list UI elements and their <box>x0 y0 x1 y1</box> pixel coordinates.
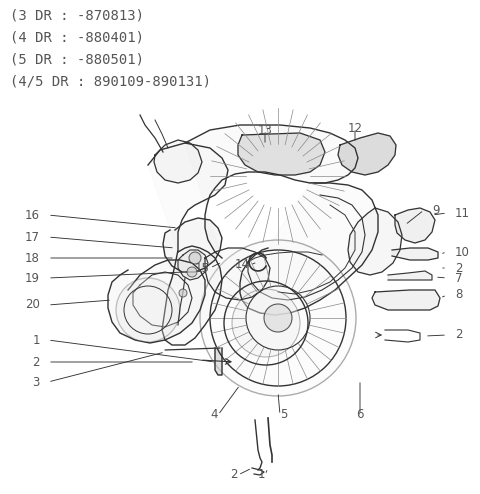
Text: 20: 20 <box>25 298 40 312</box>
Circle shape <box>179 289 187 297</box>
Circle shape <box>187 267 197 277</box>
Polygon shape <box>338 133 396 175</box>
Polygon shape <box>392 248 438 260</box>
Text: 8: 8 <box>455 288 462 301</box>
Polygon shape <box>372 290 440 310</box>
Text: 18: 18 <box>25 251 40 264</box>
Polygon shape <box>185 125 358 258</box>
Polygon shape <box>238 133 325 175</box>
Text: 17: 17 <box>25 231 40 244</box>
Text: (5 DR : -880501): (5 DR : -880501) <box>10 52 144 66</box>
Text: 11: 11 <box>455 206 470 219</box>
Text: 4: 4 <box>211 409 218 421</box>
Text: 10: 10 <box>455 246 470 258</box>
Polygon shape <box>348 208 402 275</box>
Text: 2: 2 <box>33 356 40 369</box>
Text: 3: 3 <box>33 375 40 388</box>
Polygon shape <box>154 140 202 183</box>
Polygon shape <box>178 250 208 280</box>
Polygon shape <box>205 248 270 300</box>
Polygon shape <box>148 143 228 345</box>
Polygon shape <box>108 260 205 343</box>
Polygon shape <box>163 218 222 272</box>
Text: 1: 1 <box>33 333 40 346</box>
Polygon shape <box>240 183 378 315</box>
Text: 2: 2 <box>455 329 463 341</box>
Circle shape <box>116 278 180 342</box>
Text: 6: 6 <box>356 409 364 421</box>
Polygon shape <box>215 348 222 375</box>
Circle shape <box>264 304 292 332</box>
Text: 15: 15 <box>195 261 210 275</box>
Text: 16: 16 <box>25 208 40 221</box>
Text: 12: 12 <box>348 122 362 134</box>
Text: (4/5 DR : 890109-890131): (4/5 DR : 890109-890131) <box>10 74 211 88</box>
Text: 2: 2 <box>455 261 463 275</box>
Polygon shape <box>388 271 432 280</box>
Text: (4 DR : -880401): (4 DR : -880401) <box>10 30 144 44</box>
Text: 5: 5 <box>280 409 288 421</box>
Text: 14: 14 <box>235 258 250 272</box>
Circle shape <box>189 252 201 264</box>
Text: 2: 2 <box>230 468 238 482</box>
Text: 9: 9 <box>432 204 440 216</box>
Text: 19: 19 <box>25 272 40 285</box>
Text: 13: 13 <box>258 124 273 136</box>
Circle shape <box>200 240 356 396</box>
Circle shape <box>232 289 300 357</box>
Text: 7: 7 <box>455 272 463 285</box>
Polygon shape <box>395 208 435 243</box>
Text: (3 DR : -870813): (3 DR : -870813) <box>10 8 144 22</box>
Text: 1: 1 <box>257 468 265 482</box>
